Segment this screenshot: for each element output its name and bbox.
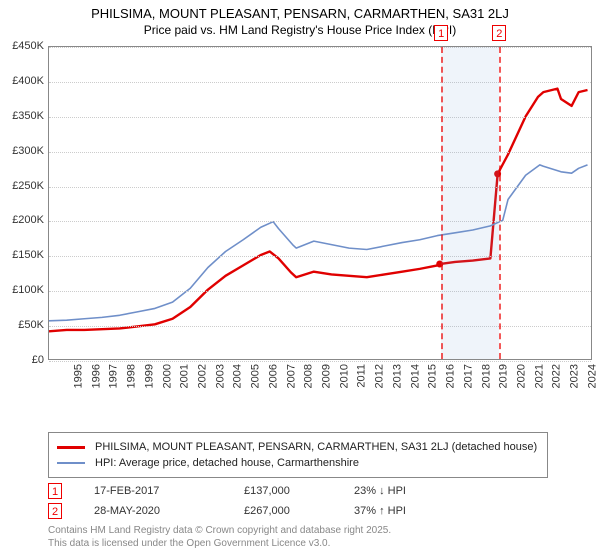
y-axis-label: £450K: [12, 40, 44, 52]
x-axis-label: 2003: [214, 364, 226, 388]
x-axis-label: 2017: [462, 364, 474, 388]
legend-label: PHILSIMA, MOUNT PLEASANT, PENSARN, CARMA…: [95, 441, 537, 453]
gridline: [49, 47, 591, 48]
x-axis-label: 2004: [232, 364, 244, 388]
attribution-line: This data is licensed under the Open Gov…: [48, 537, 391, 550]
cell-price: £267,000: [244, 505, 354, 517]
gridline: [49, 152, 591, 153]
legend-row: HPI: Average price, detached house, Carm…: [57, 455, 539, 471]
y-axis-label: £300K: [12, 145, 44, 157]
marker-badge: 2: [48, 503, 62, 519]
gridline: [49, 291, 591, 292]
cell-price: £137,000: [244, 485, 354, 497]
gridline: [49, 82, 591, 83]
x-axis-label: 1999: [143, 364, 155, 388]
gridline: [49, 117, 591, 118]
cell-date: 17-FEB-2017: [94, 485, 244, 497]
plot-region: 12: [48, 46, 592, 360]
y-axis-label: £100K: [12, 284, 44, 296]
x-axis-label: 2006: [267, 364, 279, 388]
chart-lines: [49, 47, 591, 359]
x-axis-label: 2005: [250, 364, 262, 388]
series-line-property: [49, 89, 588, 332]
cell-date: 28-MAY-2020: [94, 505, 244, 517]
x-axis-label: 2002: [197, 364, 209, 388]
legend-label: HPI: Average price, detached house, Carm…: [95, 457, 359, 469]
gridline: [49, 326, 591, 327]
y-axis-label: £400K: [12, 75, 44, 87]
x-axis-label: 2009: [321, 364, 333, 388]
marker-line: [499, 47, 501, 359]
x-axis-label: 2008: [303, 364, 315, 388]
x-axis-label: 2010: [338, 364, 350, 388]
x-axis-label: 2013: [391, 364, 403, 388]
x-axis-label: 1997: [108, 364, 120, 388]
series-line-hpi: [49, 165, 588, 321]
marker-badge: 2: [492, 25, 506, 41]
transaction-table: 1 17-FEB-2017 £137,000 23% ↓ HPI 2 28-MA…: [48, 480, 464, 520]
x-axis-label: 2007: [285, 364, 297, 388]
x-axis-label: 2019: [498, 364, 510, 388]
x-axis-label: 2015: [427, 364, 439, 388]
x-axis-label: 1996: [90, 364, 102, 388]
legend-row: PHILSIMA, MOUNT PLEASANT, PENSARN, CARMA…: [57, 439, 539, 455]
gridline: [49, 256, 591, 257]
chart-area: 12 £0£50K£100K£150K£200K£250K£300K£350K£…: [48, 46, 592, 376]
legend: PHILSIMA, MOUNT PLEASANT, PENSARN, CARMA…: [48, 432, 548, 478]
x-axis-label: 2016: [445, 364, 457, 388]
x-axis-label: 2021: [533, 364, 545, 388]
chart-title: PHILSIMA, MOUNT PLEASANT, PENSARN, CARMA…: [0, 0, 600, 21]
y-axis-label: £350K: [12, 110, 44, 122]
y-axis-label: £0: [32, 354, 44, 366]
legend-swatch: [57, 462, 85, 464]
gridline: [49, 187, 591, 188]
table-row: 2 28-MAY-2020 £267,000 37% ↑ HPI: [48, 502, 464, 520]
cell-delta: 23% ↓ HPI: [354, 485, 464, 497]
x-axis-label: 2020: [515, 364, 527, 388]
y-axis-label: £250K: [12, 180, 44, 192]
x-axis-label: 2001: [179, 364, 191, 388]
x-axis-label: 2018: [480, 364, 492, 388]
marker-badge: 1: [48, 483, 62, 499]
x-axis-label: 2024: [586, 364, 598, 388]
cell-delta: 37% ↑ HPI: [354, 505, 464, 517]
table-row: 1 17-FEB-2017 £137,000 23% ↓ HPI: [48, 482, 464, 500]
attribution-line: Contains HM Land Registry data © Crown c…: [48, 524, 391, 537]
x-axis-label: 2022: [551, 364, 563, 388]
marker-badge: 1: [434, 25, 448, 41]
x-axis-label: 2011: [355, 364, 367, 388]
x-axis-label: 2012: [374, 364, 386, 388]
x-axis-label: 2000: [161, 364, 173, 388]
x-axis-label: 1998: [126, 364, 138, 388]
y-axis-label: £200K: [12, 214, 44, 226]
attribution: Contains HM Land Registry data © Crown c…: [48, 524, 391, 550]
gridline: [49, 221, 591, 222]
x-axis-label: 2014: [409, 364, 421, 388]
chart-subtitle: Price paid vs. HM Land Registry's House …: [0, 21, 600, 37]
gridline: [49, 361, 591, 362]
marker-line: [441, 47, 443, 359]
y-axis-label: £150K: [12, 249, 44, 261]
y-axis-label: £50K: [18, 319, 44, 331]
x-axis-label: 2023: [569, 364, 581, 388]
x-axis-label: 1995: [72, 364, 84, 388]
shaded-region: [441, 47, 499, 359]
legend-swatch: [57, 446, 85, 449]
